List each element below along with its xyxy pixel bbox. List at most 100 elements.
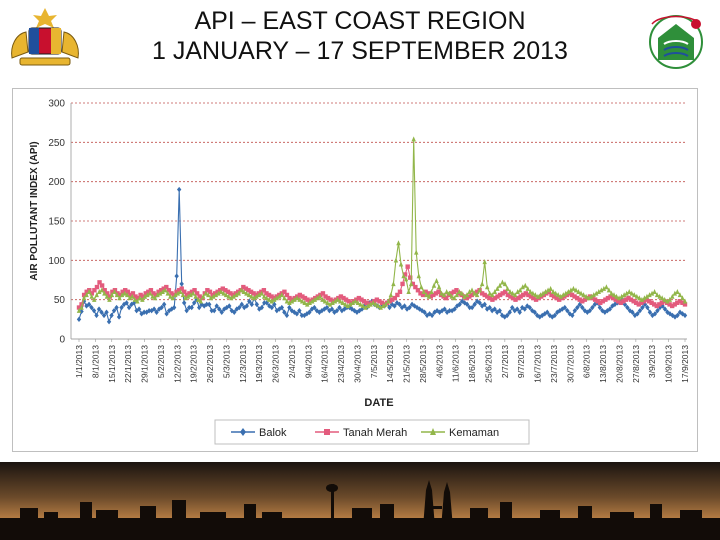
data-point bbox=[563, 290, 569, 296]
data-point bbox=[125, 289, 130, 294]
data-point bbox=[675, 312, 680, 319]
data-point bbox=[236, 290, 241, 296]
data-point bbox=[600, 299, 606, 304]
data-point bbox=[76, 305, 82, 310]
data-point bbox=[215, 289, 220, 294]
data-point bbox=[622, 301, 628, 308]
data-point bbox=[482, 292, 487, 298]
data-point bbox=[443, 295, 449, 301]
data-point bbox=[452, 295, 457, 301]
data-point bbox=[637, 307, 643, 314]
series-line-kemaman bbox=[78, 139, 686, 312]
data-point bbox=[492, 295, 498, 301]
data-point bbox=[583, 293, 589, 299]
data-point bbox=[264, 291, 269, 296]
data-point bbox=[189, 304, 194, 311]
data-point bbox=[219, 309, 224, 315]
data-point bbox=[545, 309, 550, 315]
data-point bbox=[554, 295, 559, 301]
data-point bbox=[682, 312, 688, 319]
data-point bbox=[164, 284, 169, 290]
data-point bbox=[659, 300, 665, 306]
data-point bbox=[545, 287, 551, 293]
y-tick-label: 0 bbox=[59, 335, 65, 346]
y-tick-label: 300 bbox=[48, 99, 65, 110]
data-point bbox=[109, 292, 115, 298]
data-point bbox=[264, 295, 269, 301]
data-point bbox=[323, 294, 328, 299]
chart-legend: Balok Tanah Merah Kemaman bbox=[214, 419, 530, 445]
data-point bbox=[327, 307, 332, 314]
data-point bbox=[505, 292, 511, 298]
data-point bbox=[530, 290, 536, 296]
data-point bbox=[647, 309, 653, 315]
data-point bbox=[186, 304, 192, 311]
data-point bbox=[374, 297, 380, 302]
data-point bbox=[224, 304, 229, 311]
data-point bbox=[107, 294, 113, 299]
data-point bbox=[373, 301, 378, 307]
x-tick-label: 19/2/2013 bbox=[189, 345, 199, 383]
data-point bbox=[652, 311, 658, 317]
data-point bbox=[575, 304, 580, 311]
data-point bbox=[86, 289, 92, 294]
data-point bbox=[272, 296, 277, 302]
data-point bbox=[561, 292, 566, 298]
data-point bbox=[140, 294, 146, 299]
data-point bbox=[433, 291, 439, 296]
data-point bbox=[355, 300, 361, 306]
data-point bbox=[269, 298, 274, 304]
slide-title: API – EAST COAST REGION 1 JANUARY – 17 S… bbox=[100, 6, 620, 66]
x-tick-label: 11/6/2013 bbox=[451, 345, 461, 382]
data-point bbox=[121, 301, 127, 308]
data-point bbox=[158, 288, 164, 293]
data-point bbox=[191, 300, 197, 306]
data-point bbox=[338, 294, 344, 299]
data-point bbox=[266, 292, 272, 298]
data-point bbox=[86, 301, 92, 308]
data-point bbox=[244, 290, 249, 296]
data-point bbox=[542, 311, 547, 317]
data-point bbox=[136, 306, 142, 312]
data-point bbox=[241, 289, 247, 294]
data-point bbox=[354, 297, 359, 302]
data-point bbox=[540, 312, 545, 319]
x-tick-label: 25/6/2013 bbox=[483, 345, 493, 383]
data-point bbox=[246, 288, 251, 293]
x-tick-label: 14/5/2013 bbox=[385, 345, 395, 383]
data-point bbox=[300, 294, 305, 299]
data-point bbox=[533, 297, 539, 302]
data-point bbox=[556, 292, 561, 298]
data-point bbox=[212, 291, 218, 296]
legend-label: Kemaman bbox=[449, 427, 499, 439]
data-point bbox=[119, 304, 124, 311]
data-point bbox=[651, 302, 657, 307]
data-point bbox=[325, 295, 331, 301]
data-point bbox=[410, 281, 416, 287]
data-point bbox=[555, 309, 560, 315]
data-point bbox=[421, 289, 427, 294]
data-point bbox=[550, 289, 556, 294]
x-tick-label: 30/7/2013 bbox=[565, 345, 575, 383]
data-point bbox=[277, 293, 282, 299]
data-point bbox=[607, 306, 613, 312]
data-point bbox=[111, 307, 117, 314]
x-tick-label: 9/7/2013 bbox=[516, 345, 526, 378]
data-point bbox=[182, 289, 187, 294]
data-point bbox=[147, 290, 153, 296]
data-point bbox=[431, 292, 436, 298]
data-point bbox=[397, 289, 403, 294]
data-point bbox=[588, 293, 594, 299]
data-point bbox=[358, 301, 363, 307]
data-point bbox=[312, 304, 317, 311]
data-point bbox=[249, 301, 254, 308]
data-point bbox=[469, 287, 475, 293]
data-point bbox=[297, 292, 303, 298]
data-point bbox=[328, 297, 333, 302]
data-point bbox=[340, 300, 345, 306]
data-point bbox=[434, 277, 439, 283]
data-point bbox=[101, 312, 107, 319]
data-point bbox=[464, 292, 470, 298]
data-point bbox=[525, 303, 530, 309]
data-point bbox=[232, 309, 237, 315]
